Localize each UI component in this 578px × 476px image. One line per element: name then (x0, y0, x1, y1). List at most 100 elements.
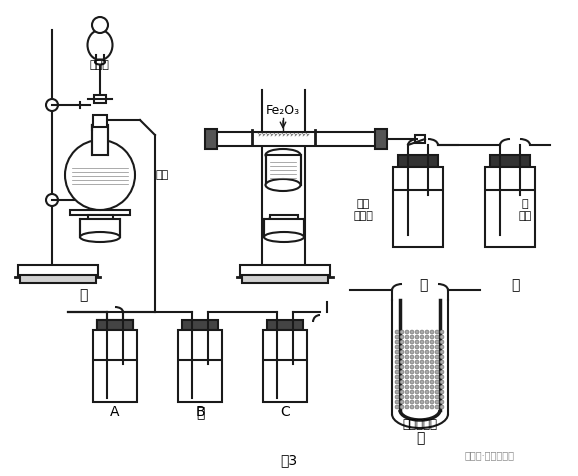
Circle shape (435, 380, 439, 384)
Circle shape (415, 370, 419, 374)
Circle shape (440, 345, 444, 349)
Circle shape (410, 365, 414, 369)
Bar (375, 129, 387, 149)
Circle shape (405, 375, 409, 379)
Text: 乙: 乙 (419, 278, 427, 292)
Circle shape (425, 350, 429, 354)
Bar (178, 330, 222, 402)
Circle shape (425, 335, 429, 339)
Circle shape (400, 395, 404, 399)
Circle shape (425, 380, 429, 384)
Bar (263, 330, 307, 402)
Circle shape (400, 365, 404, 369)
Circle shape (410, 335, 414, 339)
Circle shape (92, 17, 108, 33)
Circle shape (425, 365, 429, 369)
Bar (93, 115, 107, 127)
Bar (265, 360, 305, 398)
Circle shape (420, 370, 424, 374)
Circle shape (420, 345, 424, 349)
Circle shape (410, 375, 414, 379)
Bar (80, 219, 120, 237)
Bar (395, 190, 441, 240)
Circle shape (395, 340, 399, 344)
Circle shape (420, 330, 424, 334)
Text: C: C (280, 405, 290, 419)
Circle shape (440, 365, 444, 369)
Circle shape (415, 385, 419, 389)
Text: 澄清
石灰水: 澄清 石灰水 (353, 199, 373, 221)
Circle shape (405, 385, 409, 389)
Circle shape (430, 360, 434, 364)
Circle shape (430, 365, 434, 369)
Circle shape (435, 405, 439, 409)
Circle shape (420, 375, 424, 379)
Circle shape (395, 365, 399, 369)
Circle shape (440, 385, 444, 389)
Bar (70, 210, 130, 215)
Circle shape (395, 370, 399, 374)
Circle shape (440, 355, 444, 359)
Circle shape (420, 380, 424, 384)
Circle shape (405, 380, 409, 384)
Bar (205, 129, 217, 149)
Circle shape (425, 390, 429, 394)
Circle shape (440, 375, 444, 379)
Circle shape (420, 365, 424, 369)
Circle shape (435, 395, 439, 399)
Circle shape (415, 360, 419, 364)
Circle shape (405, 335, 409, 339)
Ellipse shape (264, 232, 304, 242)
Bar (267, 320, 303, 330)
Circle shape (415, 335, 419, 339)
Circle shape (430, 355, 434, 359)
Bar (88, 215, 113, 219)
Circle shape (420, 400, 424, 404)
Circle shape (395, 350, 399, 354)
Circle shape (410, 360, 414, 364)
Circle shape (430, 380, 434, 384)
Circle shape (425, 345, 429, 349)
Circle shape (440, 405, 444, 409)
Circle shape (400, 370, 404, 374)
Circle shape (420, 405, 424, 409)
Circle shape (420, 340, 424, 344)
Circle shape (440, 360, 444, 364)
Circle shape (410, 390, 414, 394)
Circle shape (400, 380, 404, 384)
Bar (242, 275, 328, 283)
Circle shape (440, 350, 444, 354)
Circle shape (405, 345, 409, 349)
Circle shape (435, 350, 439, 354)
Circle shape (440, 330, 444, 334)
Bar (97, 320, 133, 330)
Circle shape (400, 405, 404, 409)
Circle shape (440, 390, 444, 394)
Text: 碳粉: 碳粉 (155, 170, 168, 180)
Bar (70, 210, 130, 215)
Bar (490, 155, 530, 167)
Circle shape (420, 335, 424, 339)
Circle shape (65, 140, 135, 210)
Circle shape (400, 385, 404, 389)
Circle shape (410, 395, 414, 399)
Circle shape (395, 335, 399, 339)
Bar (92, 125, 108, 155)
Bar (415, 135, 425, 143)
Bar (270, 215, 298, 219)
Circle shape (440, 370, 444, 374)
Circle shape (395, 345, 399, 349)
Circle shape (430, 330, 434, 334)
Ellipse shape (80, 231, 120, 239)
Circle shape (395, 395, 399, 399)
Circle shape (415, 355, 419, 359)
Circle shape (395, 355, 399, 359)
Circle shape (425, 375, 429, 379)
Circle shape (420, 355, 424, 359)
Circle shape (440, 335, 444, 339)
Text: 甲: 甲 (79, 288, 87, 302)
Circle shape (440, 400, 444, 404)
Circle shape (410, 400, 414, 404)
Text: 浓
硫酸: 浓 硫酸 (518, 199, 532, 221)
Circle shape (420, 350, 424, 354)
